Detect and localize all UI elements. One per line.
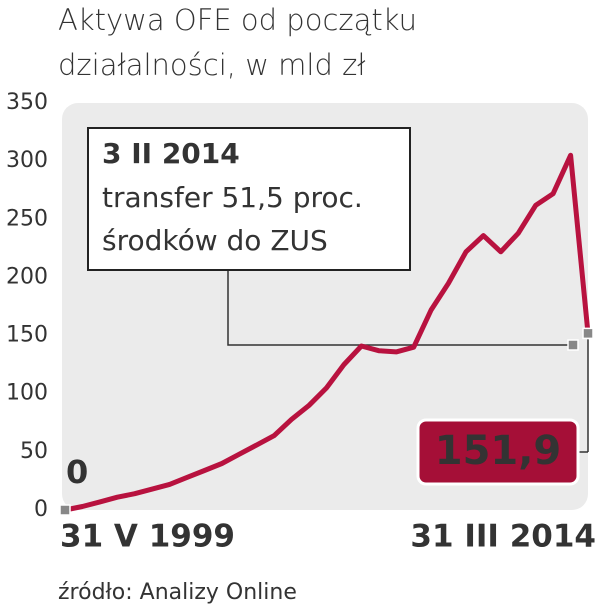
y-tick-label: 0 (34, 497, 48, 522)
y-tick-label: 200 (6, 264, 48, 289)
annotation-text: transfer 51,5 proc. (102, 181, 363, 214)
annotation-date: 3 II 2014 (102, 137, 240, 170)
source: źródło: Analizy Online (58, 580, 297, 605)
annotation-box (87, 127, 411, 271)
chart-title: działalności, w mld zł (58, 48, 366, 82)
y-tick-label: 350 (6, 90, 48, 115)
line (64, 152, 591, 513)
y-tick-label: 300 (6, 148, 48, 173)
y-tick-label: 150 (6, 323, 48, 348)
value-label-box (416, 418, 580, 486)
point-marker (59, 504, 71, 516)
annotation-text: środków do ZUS (102, 224, 328, 257)
y-tick-label: 50 (20, 439, 48, 464)
chart-title: Aktywa OFE od początku (58, 3, 417, 37)
leader-line (227, 270, 573, 346)
x-tick-label: 31 V 1999 (60, 519, 235, 555)
marker (567, 339, 579, 351)
value-label: 151,9 (435, 428, 562, 474)
value-label: 0 (66, 453, 88, 491)
y-tick-label: 250 (6, 206, 48, 231)
x-tick-label: 31 III 2014 (410, 519, 596, 555)
point-marker (582, 327, 594, 340)
y-tick-label: 100 (6, 381, 48, 406)
